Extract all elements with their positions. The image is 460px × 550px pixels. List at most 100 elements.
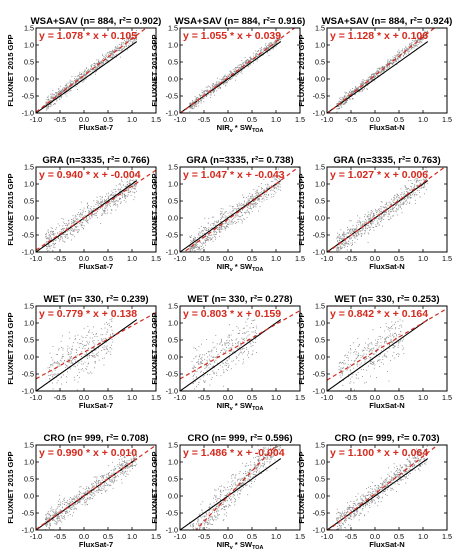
data-point (92, 213, 93, 215)
data-point (385, 69, 387, 70)
data-point (274, 43, 276, 45)
data-point (341, 243, 343, 245)
data-point (380, 71, 382, 73)
data-point (237, 67, 239, 69)
data-point (88, 331, 90, 333)
data-point (128, 189, 130, 191)
data-point (415, 39, 417, 41)
data-point (105, 54, 107, 56)
data-point (66, 230, 68, 232)
data-point (74, 214, 76, 216)
data-point (243, 204, 244, 205)
data-point (400, 57, 402, 59)
data-point (47, 230, 49, 232)
data-point (120, 201, 122, 203)
data-point (206, 359, 208, 361)
data-point (344, 102, 346, 104)
data-point (51, 98, 53, 99)
data-point (238, 205, 240, 207)
data-point (346, 100, 348, 102)
data-point (92, 353, 94, 355)
data-point (350, 89, 352, 91)
data-point (341, 246, 343, 248)
data-point (51, 93, 53, 95)
data-point (89, 69, 91, 71)
data-point (220, 339, 222, 341)
data-point (376, 74, 378, 76)
x-tick-label: 1.0 (418, 115, 428, 124)
data-point (198, 362, 200, 364)
data-point (226, 76, 228, 78)
data-point (256, 55, 258, 57)
data-point (261, 50, 263, 52)
data-point (78, 214, 80, 215)
data-point (346, 96, 348, 98)
data-point (252, 327, 254, 329)
data-point (127, 190, 129, 192)
data-point (396, 209, 398, 211)
data-point (193, 237, 195, 239)
data-point (235, 71, 237, 73)
data-point (132, 186, 133, 188)
data-point (226, 347, 228, 349)
data-point (401, 212, 403, 214)
data-point (279, 39, 281, 40)
data-point (115, 209, 117, 211)
data-point (193, 239, 194, 241)
data-point (238, 216, 240, 218)
data-point (374, 80, 376, 82)
data-point (194, 102, 196, 104)
data-point (223, 81, 225, 83)
data-point (240, 342, 241, 344)
data-point (198, 101, 200, 103)
data-point (267, 44, 269, 46)
data-point (97, 200, 99, 202)
data-point (241, 353, 243, 355)
data-point (255, 55, 257, 57)
data-point (111, 53, 112, 55)
data-point (121, 191, 123, 193)
data-point (105, 353, 107, 355)
data-point (110, 344, 112, 346)
data-point (227, 74, 229, 76)
data-point (50, 357, 52, 359)
data-point (346, 232, 348, 234)
data-point (370, 218, 372, 220)
data-point (243, 64, 245, 66)
data-point (61, 91, 63, 93)
data-point (266, 188, 268, 190)
data-point (76, 78, 78, 80)
data-point (75, 361, 77, 362)
data-point (398, 198, 400, 200)
data-point (93, 355, 95, 356)
data-point (212, 342, 214, 344)
data-point (342, 99, 344, 101)
data-point (221, 228, 222, 230)
data-point (102, 61, 104, 63)
data-point (366, 88, 368, 90)
data-point (266, 197, 268, 198)
data-point (272, 189, 274, 191)
x-tick-label: -0.5 (198, 393, 210, 402)
data-point (375, 218, 376, 219)
data-point (224, 74, 226, 76)
data-point (115, 194, 116, 196)
data-point (206, 89, 208, 91)
data-point (359, 217, 361, 219)
data-point (109, 51, 111, 53)
data-point (403, 201, 404, 203)
data-point (71, 80, 73, 82)
data-point (418, 40, 420, 42)
data-point (421, 35, 423, 37)
data-point (341, 239, 343, 241)
data-point (93, 214, 95, 216)
data-point (116, 47, 118, 49)
data-point (211, 351, 213, 353)
data-point (357, 88, 358, 90)
data-point (224, 82, 226, 84)
data-point (346, 102, 348, 104)
data-point (94, 350, 96, 351)
data-point (65, 237, 66, 239)
data-point (422, 34, 424, 36)
data-point (197, 97, 199, 99)
